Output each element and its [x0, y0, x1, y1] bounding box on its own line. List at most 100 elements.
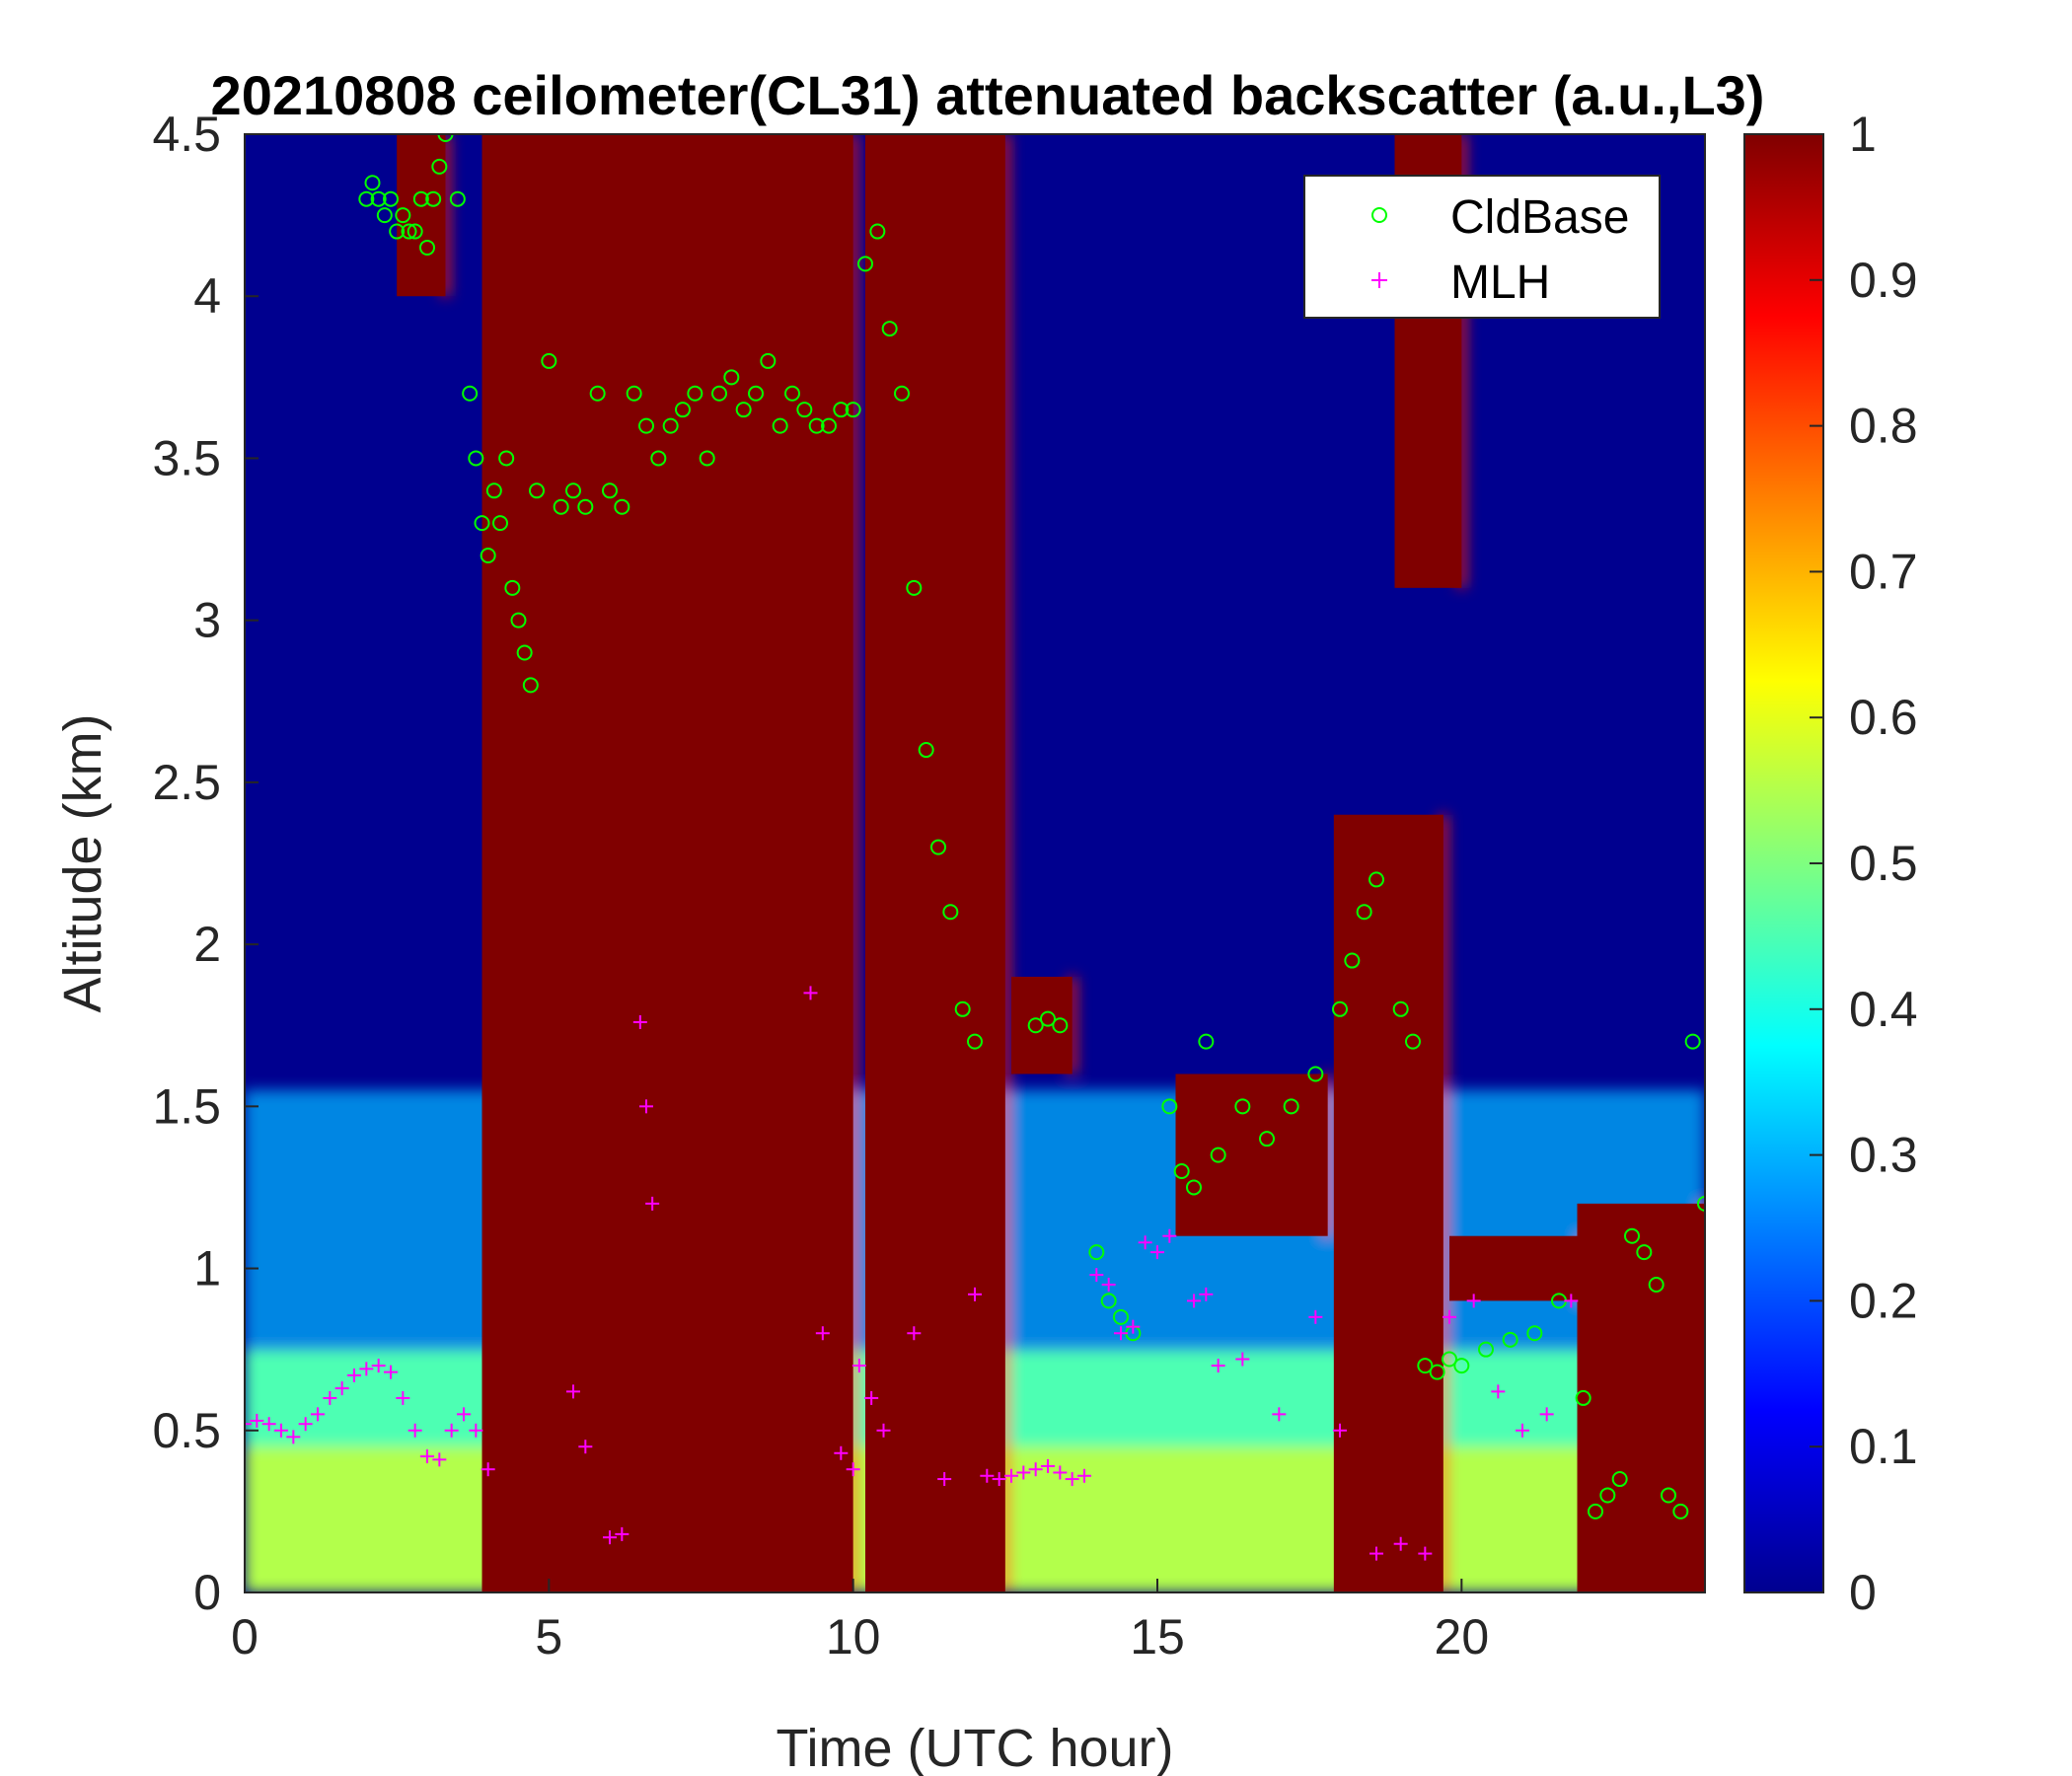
cldbase-point: [930, 839, 946, 855]
cldbase-point: [1369, 871, 1384, 888]
mlh-point: [1272, 1407, 1287, 1422]
mlh-point: [420, 1449, 434, 1464]
cldbase-point: [796, 402, 813, 418]
cloud-region: [481, 134, 853, 1592]
mlh-point: [444, 1423, 459, 1438]
mlh-point: [1041, 1458, 1055, 1473]
colorbar-tick-label: 0: [1849, 1565, 1877, 1620]
mlh-point: [566, 1384, 580, 1399]
colorbar-tick-label: 0.3: [1849, 1128, 1918, 1183]
cldbase-point: [468, 450, 484, 467]
mlh-point: [1199, 1287, 1214, 1301]
cldbase-point: [480, 547, 496, 563]
mlh-point: [359, 1362, 374, 1376]
cldbase-point: [1040, 1010, 1056, 1027]
cldbase-point: [1283, 1098, 1299, 1115]
mlh-point: [1089, 1268, 1104, 1283]
cldbase-markers: [358, 134, 1705, 1519]
x-axis: 0 5 10 15 20: [231, 1579, 1489, 1665]
cldbase-point: [1697, 1195, 1705, 1212]
mlh-point: [615, 1526, 629, 1541]
mlh-point: [261, 1417, 276, 1432]
mlh-point: [968, 1287, 982, 1301]
cldbase-point: [358, 190, 375, 207]
cldbase-point: [589, 385, 606, 402]
colorbar-tick-label: 0.8: [1849, 399, 1918, 454]
mlh-point: [992, 1472, 1006, 1487]
cldbase-point: [425, 190, 442, 207]
cldbase-point: [1624, 1227, 1640, 1244]
y-tick-label: 3.5: [152, 430, 221, 485]
backscatter-field: [245, 134, 1705, 1592]
mlh-point: [1126, 1319, 1141, 1334]
cldbase-point: [1088, 1244, 1105, 1261]
cldbase-point: [1526, 1325, 1543, 1342]
cldbase-point: [954, 1000, 971, 1017]
mlh-point: [323, 1390, 337, 1405]
cldbase-point: [784, 385, 800, 402]
cldbase-point: [833, 402, 850, 418]
colorbar-ticks: 0 0.1 0.2 0.3 0.4 0.5 0.6 0.7 0.8 0.9 1: [1810, 107, 1918, 1620]
colorbar-tick-label: 0.9: [1849, 253, 1918, 308]
chart-title: 20210808 ceilometer(CL31) attenuated bac…: [211, 64, 1765, 126]
cldbase-point: [1186, 1179, 1202, 1196]
cldbase-point: [967, 1033, 983, 1050]
cldbase-point: [1113, 1308, 1129, 1325]
mlh-point: [1564, 1294, 1579, 1308]
y-tick-label: 4.5: [152, 107, 221, 162]
cldbase-point: [1611, 1471, 1628, 1488]
cldbase-point: [881, 321, 898, 337]
cloud-region: [1449, 1235, 1584, 1301]
cloud-region: [1333, 814, 1443, 1592]
mlh-point: [834, 1445, 849, 1460]
cldbase-point: [437, 134, 454, 142]
mlh-point: [250, 1413, 264, 1428]
y-tick-label: 0: [193, 1565, 221, 1620]
mlh-point: [645, 1196, 660, 1211]
mlh-point: [1491, 1384, 1506, 1399]
x-tick-label: 20: [1435, 1609, 1490, 1665]
mlh-point: [1053, 1465, 1068, 1480]
cldbase-point: [364, 175, 381, 191]
cldbase-point: [1417, 1358, 1434, 1374]
legend-cldbase-label: CldBase: [1450, 191, 1629, 244]
mlh-point: [1333, 1423, 1347, 1438]
cldbase-point: [760, 352, 777, 369]
mlh-point: [1466, 1294, 1481, 1308]
cldbase-point: [638, 417, 654, 434]
cldbase-point: [614, 498, 630, 515]
cldbase-point: [1198, 1033, 1215, 1050]
mlh-point: [815, 1326, 830, 1341]
mlh-point: [286, 1430, 301, 1444]
cldbase-point: [449, 190, 466, 207]
x-tick-label: 5: [535, 1609, 562, 1665]
mlh-point: [1077, 1468, 1091, 1483]
cldbase-point: [869, 223, 886, 240]
colorbar-tick-label: 0.5: [1849, 836, 1918, 891]
cldbase-point: [401, 223, 417, 240]
x-tick-label: 15: [1130, 1609, 1185, 1665]
mlh-point: [274, 1423, 288, 1438]
cldbase-point: [504, 579, 521, 596]
mlh-point: [1539, 1407, 1554, 1422]
cldbase-point: [370, 190, 387, 207]
mlh-point: [1114, 1326, 1128, 1341]
cldbase-point: [1661, 1487, 1676, 1504]
plot-area: [244, 133, 1706, 1593]
mlh-point: [1162, 1228, 1177, 1243]
colorbar-tick-label: 1: [1849, 107, 1877, 162]
mlh-point: [1004, 1468, 1018, 1483]
cldbase-point: [1259, 1131, 1275, 1147]
cldbase-point: [1210, 1147, 1226, 1163]
cldbase-point: [1502, 1331, 1518, 1348]
mlh-point: [1443, 1309, 1456, 1324]
mlh-point: [1393, 1536, 1408, 1551]
mlh-point: [1150, 1245, 1164, 1260]
mlh-point: [347, 1368, 361, 1382]
mlh-point: [578, 1440, 593, 1454]
colorbar-tick-label: 0.4: [1849, 982, 1918, 1037]
mlh-point: [481, 1462, 495, 1477]
cldbase-point: [553, 498, 569, 515]
mlh-point: [311, 1407, 325, 1422]
